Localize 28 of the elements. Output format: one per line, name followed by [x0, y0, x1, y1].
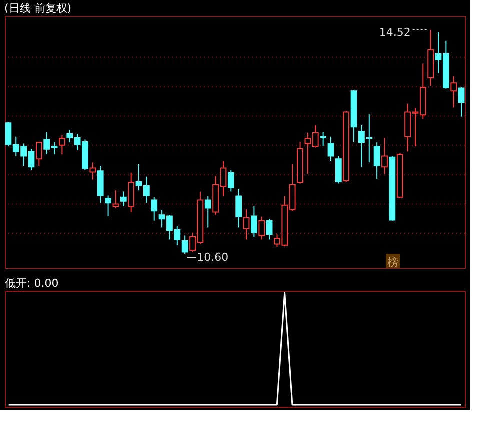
candlestick: [90, 162, 96, 180]
candlestick: [36, 142, 42, 166]
candlestick: [151, 196, 158, 222]
candlestick: [458, 86, 465, 118]
candlestick: [450, 76, 458, 108]
candlestick: [59, 134, 66, 156]
candlestick: [182, 235, 188, 254]
candlestick: [266, 218, 273, 240]
candlestick: [251, 206, 258, 238]
chart-title: (日线 前复权): [4, 2, 72, 15]
candlestick: [105, 195, 112, 217]
annotation: 10.60: [197, 251, 229, 264]
candlestick: [328, 136, 334, 162]
candlestick: [320, 132, 326, 148]
candlestick: [228, 170, 234, 192]
candlestick: [112, 190, 120, 209]
candlestick: [236, 188, 242, 228]
text: 榜: [388, 256, 398, 269]
chart-title: 低开: 0.00: [5, 277, 59, 290]
candlestick: [120, 191, 127, 208]
candlestick: [243, 208, 250, 240]
candlestick: [335, 156, 342, 184]
candlestick: [258, 216, 266, 240]
candlestick: [204, 196, 212, 228]
annotation: 14.52: [379, 26, 411, 39]
candlestick: [128, 172, 135, 213]
candlestick: [374, 142, 380, 180]
candlestick: [382, 138, 388, 174]
